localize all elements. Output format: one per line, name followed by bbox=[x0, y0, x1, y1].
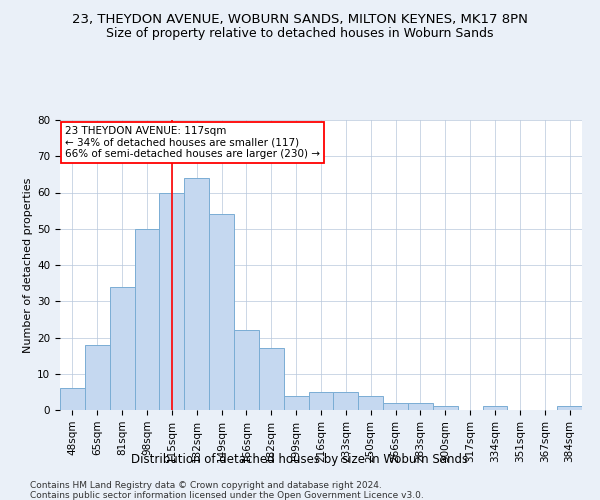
Text: Contains HM Land Registry data © Crown copyright and database right 2024.: Contains HM Land Registry data © Crown c… bbox=[30, 481, 382, 490]
Y-axis label: Number of detached properties: Number of detached properties bbox=[23, 178, 33, 352]
Bar bbox=[209, 214, 234, 410]
Bar bbox=[557, 406, 582, 410]
Bar bbox=[358, 396, 383, 410]
Bar bbox=[308, 392, 334, 410]
Bar bbox=[160, 192, 184, 410]
Bar bbox=[184, 178, 209, 410]
Bar bbox=[408, 403, 433, 410]
Bar bbox=[60, 388, 85, 410]
Bar bbox=[284, 396, 308, 410]
Text: 23, THEYDON AVENUE, WOBURN SANDS, MILTON KEYNES, MK17 8PN: 23, THEYDON AVENUE, WOBURN SANDS, MILTON… bbox=[72, 12, 528, 26]
Bar bbox=[482, 406, 508, 410]
Text: Size of property relative to detached houses in Woburn Sands: Size of property relative to detached ho… bbox=[106, 28, 494, 40]
Bar bbox=[383, 403, 408, 410]
Text: Distribution of detached houses by size in Woburn Sands: Distribution of detached houses by size … bbox=[131, 452, 469, 466]
Bar bbox=[234, 330, 259, 410]
Text: Contains public sector information licensed under the Open Government Licence v3: Contains public sector information licen… bbox=[30, 491, 424, 500]
Bar bbox=[85, 345, 110, 410]
Bar bbox=[110, 287, 134, 410]
Bar bbox=[259, 348, 284, 410]
Bar bbox=[134, 229, 160, 410]
Bar bbox=[334, 392, 358, 410]
Bar bbox=[433, 406, 458, 410]
Text: 23 THEYDON AVENUE: 117sqm
← 34% of detached houses are smaller (117)
66% of semi: 23 THEYDON AVENUE: 117sqm ← 34% of detac… bbox=[65, 126, 320, 159]
